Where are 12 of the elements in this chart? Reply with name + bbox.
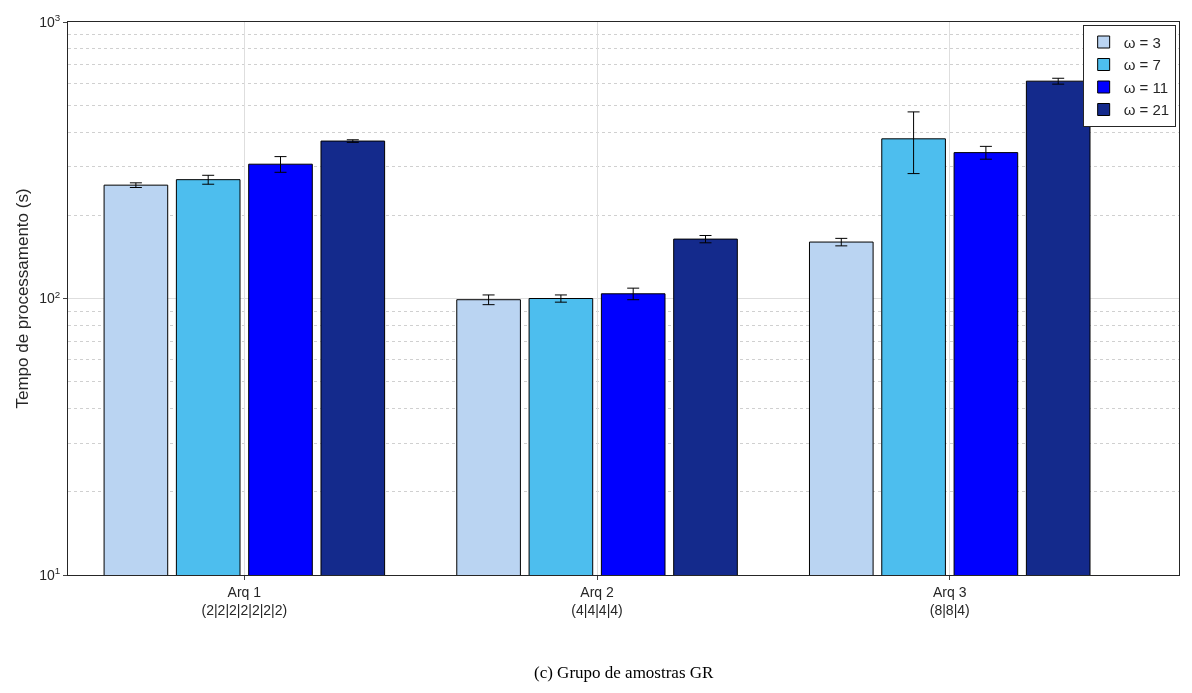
y-tick-label: 10$^{2}$ <box>39 288 61 307</box>
x-tick-label: Arq 3 (8|8|4) <box>929 583 970 618</box>
legend-label: ω = 11 <box>1123 78 1169 96</box>
y-tick-label: 10$^{1}$ <box>39 565 61 583</box>
text: (c) Grupo de amostras GR <box>534 663 715 682</box>
x-tick-label: Arq 2 (4|4|4|4) <box>571 583 623 618</box>
y-axis-title: Tempo de processamento (s) <box>12 188 32 409</box>
x-tick-label: Arq 1 (2|2|2|2|2|2|2) <box>201 583 288 618</box>
legend-label: ω = 3 <box>1123 33 1161 51</box>
y-tick-label: 10$^{3}$ <box>39 12 61 30</box>
legend-label: ω = 21 <box>1123 101 1170 119</box>
legend-label: ω = 7 <box>1123 56 1161 74</box>
